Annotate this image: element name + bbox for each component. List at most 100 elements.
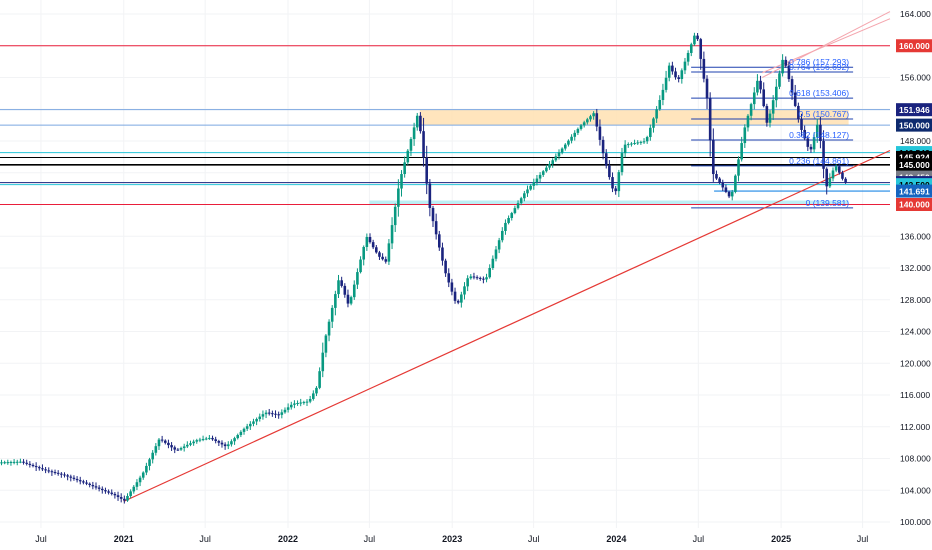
candle-body: [743, 127, 747, 144]
candle-body: [378, 252, 381, 257]
candle-body: [208, 437, 211, 439]
candle-body: [822, 141, 825, 169]
candle-body: [393, 206, 397, 226]
candle-body: [576, 128, 580, 133]
price-axis[interactable]: 164.000160.000156.000152.000148.000144.0…: [900, 9, 931, 527]
candle-body: [163, 440, 167, 443]
candle-body: [75, 478, 79, 481]
candle-body: [368, 236, 372, 243]
candle-body: [649, 127, 652, 138]
price-zone: [419, 109, 849, 126]
candle-body: [526, 189, 529, 194]
candle-body: [601, 139, 605, 154]
candle-body: [318, 371, 321, 388]
candle-body: [693, 35, 696, 45]
price-badge: [896, 184, 932, 198]
candle-body: [277, 414, 280, 416]
price-badge: [896, 198, 932, 211]
candle-body: [315, 387, 318, 394]
candle-body: [356, 272, 359, 285]
price-tick-label: 148.000: [900, 136, 931, 146]
candle-body: [456, 300, 460, 303]
candle-body: [53, 472, 57, 474]
price-tick-label: 104.000: [900, 485, 931, 495]
candle-body: [737, 159, 740, 176]
candle-body: [9, 462, 13, 464]
candle-body: [384, 259, 388, 262]
candle-body: [708, 98, 712, 141]
candle-body: [37, 467, 41, 469]
candle-body: [271, 413, 274, 415]
candle-body: [441, 247, 444, 261]
candle-body: [765, 106, 769, 123]
candle-body: [434, 221, 438, 235]
candle-body: [667, 65, 671, 78]
candle-body: [258, 416, 262, 420]
candle-body: [608, 165, 611, 178]
candle-body: [844, 178, 847, 183]
candle-body: [756, 80, 759, 93]
candle-body: [245, 426, 249, 429]
candle-body: [460, 294, 463, 303]
candle-body: [302, 402, 306, 404]
candle-body: [828, 178, 832, 187]
candle-body: [352, 284, 356, 298]
candle-body: [148, 459, 151, 466]
candle-body: [482, 278, 485, 280]
candle-body: [812, 137, 816, 150]
fibonacci-retracement[interactable]: [691, 66, 854, 209]
candle-body: [110, 492, 114, 494]
candle-body: [630, 143, 633, 145]
candle-body: [371, 242, 375, 248]
candle-body: [686, 52, 690, 62]
candle-body: [800, 119, 803, 130]
candle-body: [19, 461, 22, 463]
candle-body: [201, 439, 205, 441]
horizontal-levels[interactable]: [0, 45, 890, 205]
candle-body: [563, 144, 567, 149]
price-tick-label: 128.000: [900, 295, 931, 305]
candle-body: [409, 139, 413, 151]
candle-body: [308, 398, 312, 402]
candle-body: [141, 472, 145, 478]
candle-body: [620, 153, 624, 173]
candle-body: [91, 484, 95, 487]
time-tick-label: 2023: [442, 534, 462, 544]
candle-body: [261, 414, 265, 417]
candle-body: [781, 59, 784, 74]
candle-body: [220, 442, 224, 445]
candle-body: [469, 276, 473, 279]
candle-body: [702, 58, 706, 79]
candle-body: [472, 276, 476, 278]
candle-body: [189, 443, 192, 445]
price-tick-label: 164.000: [900, 9, 931, 19]
candle-body: [504, 222, 507, 231]
time-axis[interactable]: Jul 2021 Jul 2022 Jul 2023 Jul 2024 Jul 2025 Jul: [35, 534, 868, 544]
candle-body: [604, 153, 608, 166]
candle-body: [223, 444, 227, 447]
candle-body: [31, 464, 35, 467]
candle-body: [299, 402, 303, 404]
candle-body: [793, 92, 797, 106]
candle-body: [642, 141, 646, 143]
price-badge-label: 151.946: [899, 105, 930, 115]
candle-body: [450, 282, 454, 292]
price-tick-label: 116.000: [900, 390, 930, 400]
fib-level-label: 0.5 (150.767): [799, 109, 850, 119]
candle-body: [160, 439, 164, 441]
candle-body: [516, 203, 520, 209]
candle-body: [170, 445, 173, 448]
trendlines[interactable]: [123, 11, 891, 502]
candle-body: [330, 307, 334, 322]
candle-body: [689, 44, 693, 53]
candle-body: [324, 335, 328, 353]
candle-body: [176, 449, 180, 451]
candle-body: [551, 160, 554, 164]
candle-body: [614, 188, 617, 192]
candle-body: [151, 452, 154, 460]
candle-body: [100, 488, 104, 491]
candle-body: [595, 113, 599, 127]
candle-body: [365, 236, 369, 247]
candle-body: [305, 401, 309, 403]
